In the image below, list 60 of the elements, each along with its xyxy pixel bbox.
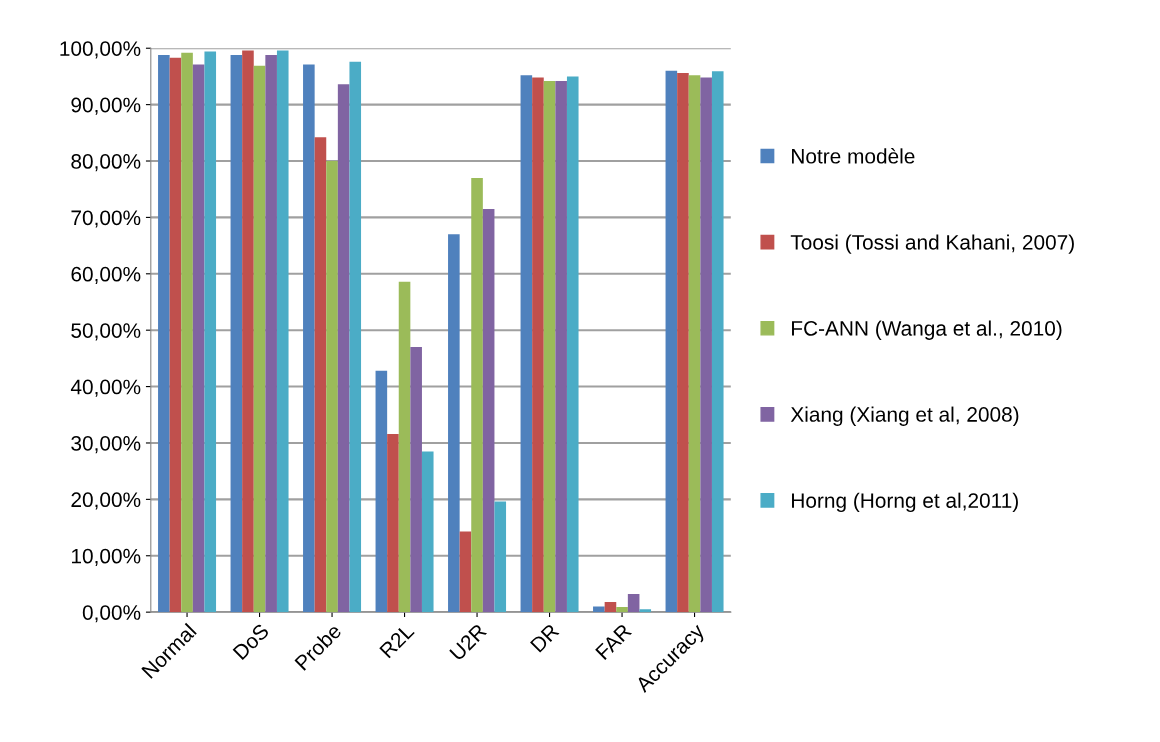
bar bbox=[448, 234, 460, 613]
bar bbox=[158, 55, 170, 613]
bar bbox=[314, 137, 327, 613]
y-tick-label: 20,00% bbox=[71, 492, 141, 510]
bar bbox=[169, 57, 182, 613]
legend-label: Notre modèle bbox=[792, 148, 915, 164]
bar bbox=[349, 61, 362, 613]
bar bbox=[555, 80, 567, 613]
bar bbox=[543, 80, 556, 613]
bar bbox=[520, 75, 533, 613]
x-tick-label: R2L bbox=[379, 622, 415, 659]
y-tick-label: 70,00% bbox=[71, 210, 141, 228]
x-tick-label: FAR bbox=[595, 623, 633, 660]
legend-label: Xiang (Xiang et al, 2008) bbox=[790, 406, 1019, 426]
legend-label: Toosi (Tossi and Kahani, 2007) bbox=[790, 234, 1074, 254]
bar bbox=[459, 531, 472, 613]
bar bbox=[471, 177, 483, 613]
bar bbox=[242, 50, 254, 613]
y-tick-label: 30,00% bbox=[71, 435, 141, 454]
bar bbox=[375, 370, 388, 613]
bar bbox=[494, 501, 507, 613]
bar bbox=[700, 77, 712, 613]
bar bbox=[532, 77, 544, 613]
bar bbox=[616, 607, 628, 613]
y-tick-label: 10,00% bbox=[72, 548, 141, 566]
bar bbox=[677, 73, 689, 613]
y-tick-label: 50,00% bbox=[71, 323, 141, 341]
bar bbox=[337, 84, 350, 613]
bar bbox=[398, 281, 411, 613]
bar bbox=[410, 347, 422, 613]
y-tick-label: 100,00% bbox=[60, 41, 141, 59]
bar bbox=[627, 594, 640, 613]
bar bbox=[482, 208, 495, 613]
bar bbox=[387, 433, 399, 613]
bar bbox=[566, 76, 579, 613]
bar bbox=[192, 64, 205, 613]
y-tick-label: 0,00% bbox=[82, 605, 141, 623]
y-tick-label: 80,00% bbox=[71, 154, 141, 172]
bar bbox=[181, 52, 193, 613]
bar bbox=[204, 51, 217, 613]
y-tick-label: 90,00% bbox=[71, 97, 141, 115]
bar bbox=[593, 606, 605, 613]
bar bbox=[265, 55, 277, 613]
bar bbox=[230, 55, 243, 613]
bar bbox=[604, 602, 617, 613]
bar bbox=[253, 65, 266, 613]
bar bbox=[639, 609, 652, 613]
bar bbox=[711, 71, 724, 613]
x-tick-label: DR bbox=[530, 623, 560, 653]
bar bbox=[665, 70, 678, 613]
bar bbox=[421, 451, 434, 613]
legend-label: FC-ANN (Wanga et al., 2010) bbox=[792, 320, 1062, 340]
legend-label: Horng (Horng et al,2011) bbox=[792, 492, 1018, 513]
bar bbox=[303, 64, 315, 613]
x-tick-label: U2R bbox=[449, 622, 488, 662]
y-tick-label: 60,00% bbox=[71, 266, 141, 285]
bar bbox=[326, 161, 338, 613]
bar bbox=[688, 75, 701, 613]
bar bbox=[276, 50, 289, 613]
y-tick-label: 40,00% bbox=[70, 379, 141, 397]
